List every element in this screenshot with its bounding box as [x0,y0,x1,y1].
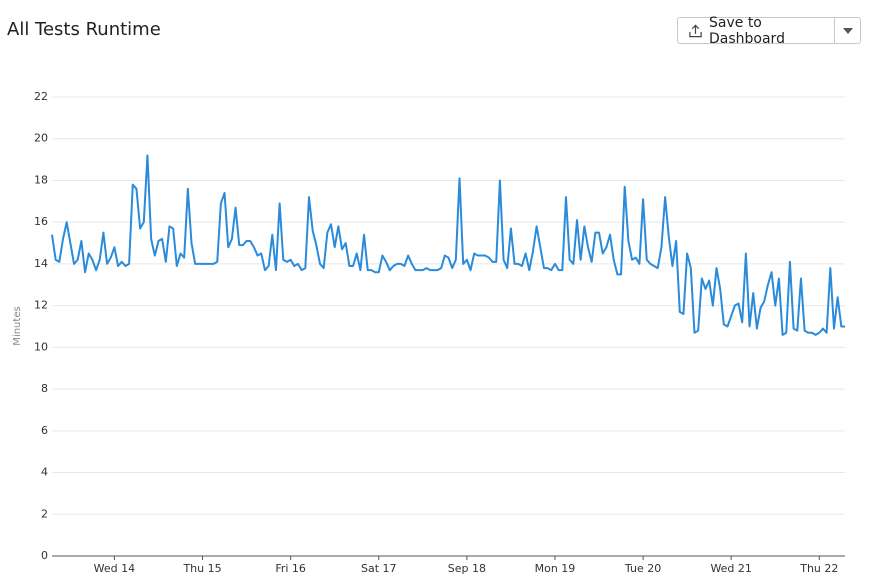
save-to-dashboard-button[interactable]: Save to Dashboard [678,15,835,47]
x-tick-label: Sep 18 [448,562,486,575]
dropdown-button[interactable] [835,27,860,34]
x-tick-label: Thu 15 [182,562,221,575]
y-tick-label: 12 [34,299,48,312]
x-tick-label: Tue 20 [624,562,661,575]
caret-icon [842,27,853,34]
y-tick-label: 22 [34,90,48,103]
y-tick-label: 0 [41,549,48,562]
button-label: Save to Dashboard [709,14,785,47]
y-tick-label: 16 [34,215,48,228]
y-axis-label: Minutes [12,306,23,345]
page-title: All Tests Runtime [7,19,161,40]
y-tick-label: 10 [34,340,48,353]
y-tick-label: 6 [41,424,48,437]
x-tick-label: Sat 17 [361,562,397,575]
y-tick-label: 18 [34,173,48,186]
y-tick-label: 2 [41,507,48,520]
x-tick-label: Mon 19 [535,562,576,575]
x-tick-label: Fri 16 [275,562,306,575]
y-tick-label: 4 [41,466,48,479]
save-button-group: Save to Dashboard [677,15,861,47]
x-tick-label: Wed 14 [94,562,135,575]
y-tick-label: 8 [41,382,48,395]
upload-icon [689,24,702,37]
x-tick-label: Thu 22 [799,562,838,575]
series-line [51,154,845,336]
y-tick-label: 20 [34,132,48,145]
y-tick-label: 14 [34,257,48,270]
x-tick-label: Wed 21 [710,562,751,575]
